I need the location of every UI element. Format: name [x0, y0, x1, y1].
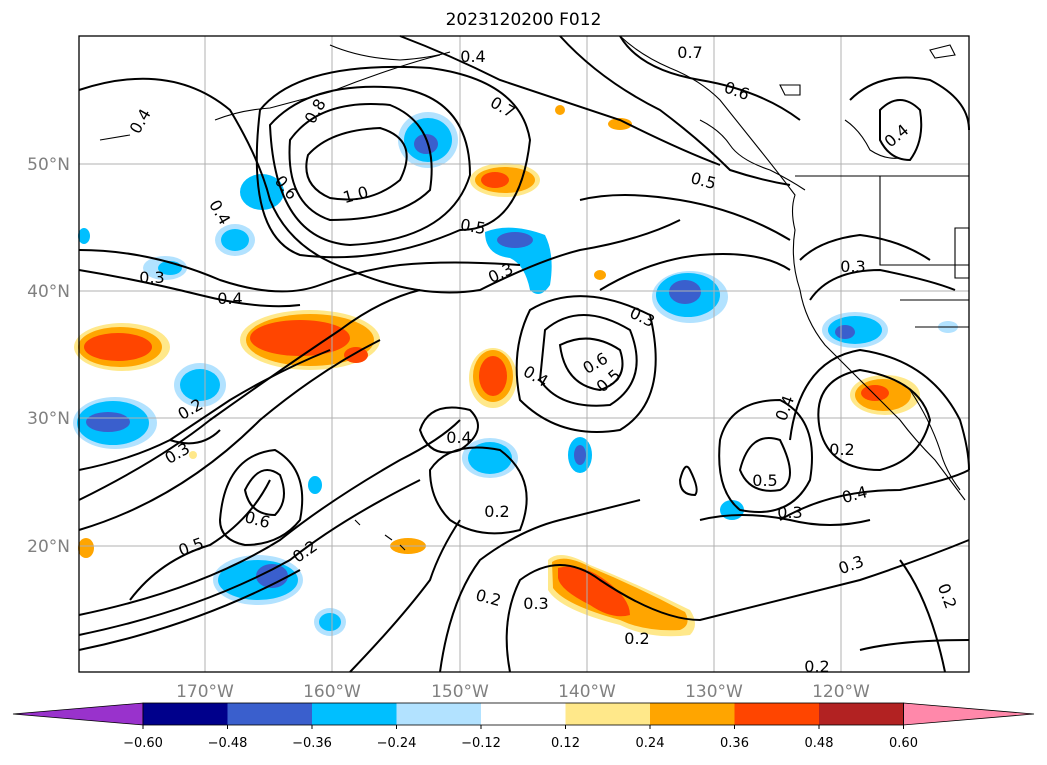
- contour-label: 0.2: [474, 585, 504, 610]
- contour-label: 0.7: [487, 93, 519, 122]
- negative-patch-southwest: [73, 397, 157, 449]
- colorbar-tick-label: 0.48: [805, 736, 834, 751]
- contour-label: 0.3: [840, 257, 865, 276]
- colorbar: −0.60 −0.48 −0.36 −0.24 −0.12 0.12 0.24 0.36 0.4…: [12, 702, 1035, 751]
- map-title: 2023120200 F012: [445, 10, 602, 30]
- lat-label-40n: 40°N: [27, 282, 70, 302]
- contour-label: 0.6: [722, 78, 752, 105]
- colorbar-extend-high: [903, 702, 1035, 726]
- contour-label: 0.5: [176, 534, 206, 561]
- positive-patch-central-north: [240, 310, 380, 370]
- contour-label: 0.4: [840, 482, 870, 507]
- colorbar-tick-label: −0.24: [377, 736, 417, 751]
- lat-label-50n: 50°N: [27, 155, 70, 175]
- lon-label-120w: 120°W: [812, 682, 870, 702]
- negative-patch-east-mid: [652, 271, 728, 323]
- lon-label-170w: 170°W: [176, 682, 234, 702]
- contour-label: 0.3: [836, 552, 866, 579]
- negative-patch-central: [485, 227, 552, 294]
- positive-patch-south: [548, 555, 695, 637]
- contour-label: 0.4: [217, 289, 242, 308]
- colorbar-segment: [650, 703, 735, 725]
- lon-label-130w: 130°W: [685, 682, 743, 702]
- negative-patch-hawaii: [213, 555, 303, 605]
- contour-label: 0.5: [459, 215, 487, 238]
- negative-patch-coast: [822, 312, 888, 348]
- colorbar-tick-label: −0.12: [461, 736, 501, 751]
- contour-label: 0.7: [677, 43, 702, 62]
- contour-label: 0.4: [205, 196, 234, 228]
- contour-label: 0.4: [460, 47, 485, 66]
- lon-label-160w: 160°W: [303, 682, 361, 702]
- colorbar-segment: [227, 703, 313, 725]
- colorbar-tick-label: −0.60: [123, 736, 163, 751]
- colorbar-tick-label: 0.24: [636, 736, 665, 751]
- contour-label: 0.5: [752, 471, 777, 490]
- contour-lines: [78, 35, 970, 673]
- map-frame: [78, 35, 970, 673]
- positive-patch-north: [470, 163, 540, 197]
- colorbar-segment: [396, 703, 482, 725]
- contour-label: 0.4: [881, 120, 913, 151]
- colorbar-segment: [565, 703, 651, 725]
- colorbar-segment: [481, 703, 566, 725]
- positive-patch-west: [74, 323, 170, 371]
- lon-label-140w: 140°W: [558, 682, 616, 702]
- colorbar-extend-low: [12, 702, 144, 726]
- latitude-labels: 50°N 40°N 30°N 20°N: [27, 155, 70, 557]
- negative-patch-small: [78, 174, 958, 636]
- contour-label: 0.3: [523, 594, 548, 613]
- colorbar-tick-label: −0.48: [208, 736, 248, 751]
- contour-label: 0.2: [829, 440, 854, 459]
- colorbar-segment: [143, 703, 228, 725]
- coastlines: [99, 35, 970, 551]
- colorbar-segment: [734, 703, 820, 725]
- contour-label: 0.4: [126, 105, 155, 137]
- colorbar-segment: [312, 703, 397, 725]
- negative-patch-north: [398, 112, 458, 168]
- colorbar-outline: [142, 702, 904, 726]
- shaded-fields: [73, 105, 958, 637]
- contour-label: 1.0: [341, 182, 371, 207]
- gridlines: [79, 36, 969, 672]
- contour-label: 0.4: [446, 428, 471, 447]
- lat-label-30n: 30°N: [27, 409, 70, 429]
- contour-label: 0.6: [243, 507, 273, 532]
- positive-patch-mid: [469, 348, 517, 408]
- contour-label: 0.2: [624, 629, 649, 648]
- lat-label-20n: 20°N: [27, 537, 70, 557]
- contour-label: 0.2: [804, 657, 829, 676]
- colorbar-tick-label: −0.36: [292, 736, 332, 751]
- longitude-labels: 170°W 160°W 150°W 140°W 130°W 120°W: [176, 682, 870, 702]
- colorbar-tick-label: 0.60: [889, 736, 918, 751]
- contour-label: 0.2: [934, 581, 961, 611]
- colorbar-segment: [819, 703, 904, 725]
- contour-label: 0.3: [139, 268, 164, 287]
- contour-label: 0.3: [777, 503, 802, 522]
- colorbar-tick-label: 0.12: [551, 736, 580, 751]
- lon-label-150w: 150°W: [431, 682, 489, 702]
- colorbar-tick-label: 0.36: [720, 736, 749, 751]
- contour-label: 0.2: [484, 502, 509, 521]
- contour-label: 0.4: [520, 362, 552, 391]
